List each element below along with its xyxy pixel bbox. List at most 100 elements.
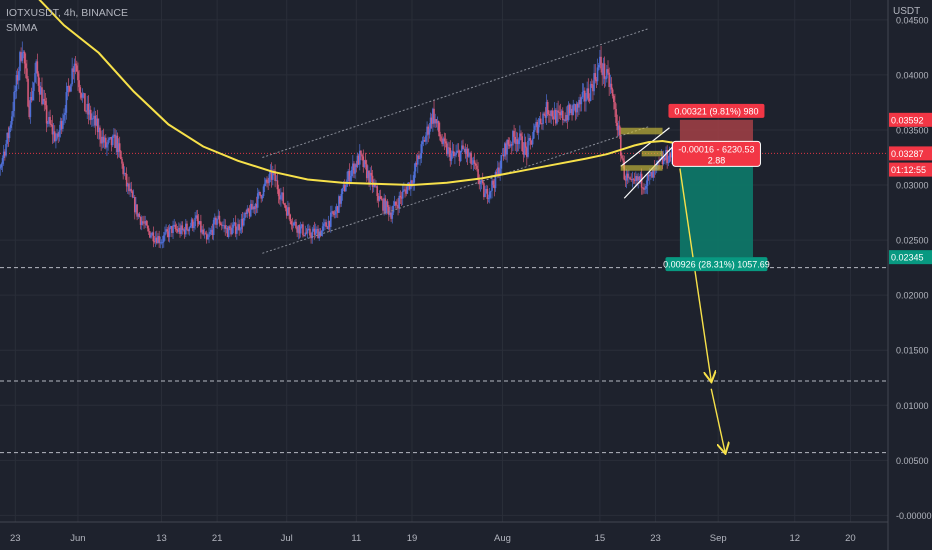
candle — [365, 159, 368, 182]
candle-body — [336, 206, 339, 213]
candle-body — [573, 104, 576, 106]
candle — [579, 94, 581, 112]
candle-body — [362, 156, 365, 167]
candle — [588, 93, 591, 104]
candle-body — [30, 97, 33, 101]
symbol-line[interactable]: IOTXUSDT, 4h, BINANCE — [6, 7, 128, 19]
candle — [201, 225, 203, 235]
candle-body — [587, 88, 590, 99]
target-zone[interactable] — [679, 153, 753, 258]
time-tick-label: Sep — [710, 533, 727, 544]
candle — [106, 142, 108, 156]
candle — [197, 213, 200, 227]
price-label-text: 01:12:55 — [891, 165, 926, 175]
candle — [102, 128, 105, 148]
channel-lower-line[interactable] — [262, 126, 649, 254]
candle-body — [405, 189, 407, 194]
candle — [333, 210, 336, 219]
candle-body — [0, 163, 3, 168]
candle-body — [584, 90, 586, 102]
price-axis[interactable]: 0.04500 0.04000 0.03500 0.03000 0.02500 0.020… — [896, 15, 932, 521]
candle-body — [121, 158, 123, 164]
projection-arrow[interactable] — [679, 168, 711, 381]
candle-body — [281, 192, 283, 195]
candle — [50, 120, 53, 127]
candle-body — [14, 91, 17, 92]
indicator-label[interactable]: SMMA — [6, 22, 38, 34]
candle-body — [194, 217, 196, 227]
candle-body — [290, 221, 293, 225]
candle — [180, 221, 182, 237]
candle — [166, 226, 169, 238]
candle-body — [387, 206, 390, 215]
stop-label[interactable]: 0.00321 (9.81%) 980 — [668, 103, 765, 118]
candle — [413, 163, 416, 191]
candle — [326, 225, 329, 230]
candle — [248, 205, 251, 219]
candle-body — [607, 69, 609, 73]
candle — [138, 212, 141, 218]
candle-body — [651, 171, 653, 178]
candle-body — [552, 116, 555, 120]
candle-body — [556, 110, 558, 124]
candle — [283, 202, 286, 208]
candle-body — [331, 211, 333, 213]
candle-body — [579, 99, 581, 105]
candle-body — [69, 86, 71, 92]
candle-body — [15, 74, 18, 92]
candle-body — [246, 208, 249, 214]
candle — [262, 184, 265, 199]
candle — [416, 154, 419, 174]
candle — [426, 121, 428, 144]
candle-body — [581, 92, 584, 98]
candle-body — [420, 144, 423, 159]
candle-body — [28, 106, 31, 118]
candle-body — [341, 188, 344, 194]
candle — [151, 231, 153, 236]
candle-body — [52, 131, 55, 135]
candle — [263, 177, 266, 193]
candle — [254, 202, 257, 216]
candle-body — [437, 120, 440, 132]
wedge-lower-line[interactable] — [623, 146, 674, 199]
candle — [93, 107, 95, 128]
yellow-zone[interactable] — [620, 127, 663, 135]
candle — [323, 218, 325, 232]
candle — [384, 195, 387, 215]
candle — [379, 189, 382, 200]
candle-body — [303, 235, 305, 236]
target-label[interactable]: 0.00926 (28.31%) 1057.69 — [663, 257, 770, 272]
price-tick-label: -0.00000 — [896, 511, 932, 521]
candle — [666, 145, 668, 169]
candle — [571, 105, 573, 121]
candle — [88, 103, 91, 121]
price-label-text: 0.03287 — [891, 149, 924, 159]
candle-body — [639, 173, 642, 180]
candle-body — [2, 151, 5, 159]
candle-body — [236, 230, 238, 234]
position-center-label[interactable]: -0.00016 - 6230.532.88 — [671, 140, 761, 167]
smma-line[interactable] — [29, 0, 677, 187]
candle — [220, 221, 223, 231]
candle-body — [507, 139, 510, 145]
candle-body — [501, 154, 504, 156]
price-tick-label: 0.01000 — [896, 401, 929, 411]
yellow-zone[interactable] — [620, 165, 663, 171]
time-tick-label: Aug — [494, 533, 511, 544]
candle-body — [149, 231, 151, 238]
candle-body — [38, 85, 41, 95]
candle — [13, 85, 15, 118]
candle-body — [542, 113, 544, 124]
candle — [611, 87, 614, 99]
time-axis[interactable]: 23 Jun 13 21 Jul 11 19 Aug 15 23 Sep 12 20 — [10, 533, 856, 544]
candle-body — [434, 119, 436, 124]
projection-arrow[interactable] — [710, 388, 725, 453]
candle — [309, 225, 311, 238]
candle-body — [253, 206, 256, 210]
yellow-zone[interactable] — [641, 150, 663, 157]
candle-body — [494, 172, 497, 189]
candle-body — [568, 104, 571, 113]
candle — [239, 227, 242, 234]
